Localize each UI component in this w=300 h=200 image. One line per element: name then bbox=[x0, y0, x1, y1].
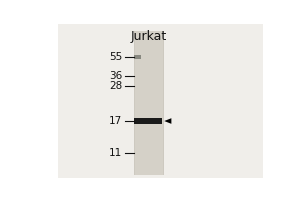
Text: Jurkat: Jurkat bbox=[131, 30, 167, 43]
Bar bbox=[135, 31, 163, 175]
Bar bbox=[134, 55, 141, 59]
Bar bbox=[134, 31, 164, 175]
Text: 17: 17 bbox=[109, 116, 122, 126]
Text: 11: 11 bbox=[109, 148, 122, 158]
Bar bbox=[134, 118, 162, 124]
Text: 28: 28 bbox=[109, 81, 122, 91]
Text: 55: 55 bbox=[109, 52, 122, 62]
Bar bbox=[58, 24, 263, 178]
Text: 36: 36 bbox=[109, 71, 122, 81]
Polygon shape bbox=[164, 118, 171, 124]
